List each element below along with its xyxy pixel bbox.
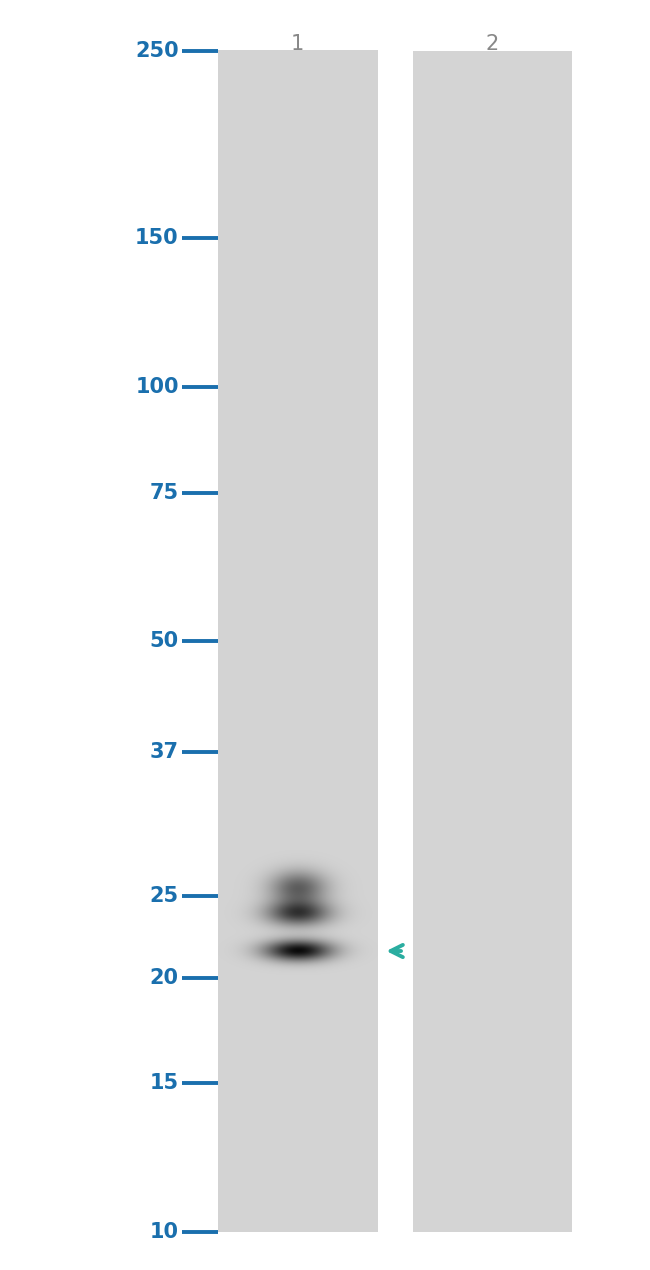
- Text: 10: 10: [150, 1222, 179, 1242]
- Text: 20: 20: [150, 968, 179, 988]
- Bar: [413, 51, 572, 1232]
- Text: 25: 25: [150, 885, 179, 906]
- Text: 37: 37: [150, 742, 179, 762]
- Bar: [218, 51, 377, 1232]
- Text: 15: 15: [150, 1073, 179, 1093]
- Text: 100: 100: [135, 377, 179, 398]
- Text: 1: 1: [291, 34, 304, 55]
- Text: 75: 75: [150, 483, 179, 503]
- Text: 250: 250: [135, 41, 179, 61]
- Text: 150: 150: [135, 229, 179, 248]
- Text: 50: 50: [150, 631, 179, 652]
- Text: 2: 2: [486, 34, 499, 55]
